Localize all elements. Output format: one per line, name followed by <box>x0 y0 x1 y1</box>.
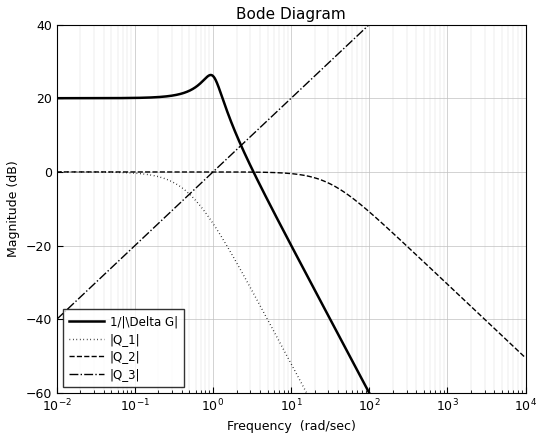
1/|\Delta G| <box>207 72 214 77</box>
Y-axis label: Magnitude (dB): Magnitude (dB) <box>7 161 20 257</box>
Line: |Q_3|: |Q_3| <box>57 0 526 319</box>
|Q_3| <box>139 236 145 242</box>
1/|\Delta G| <box>335 331 341 337</box>
|Q_2| <box>403 243 410 249</box>
|Q_2| <box>53 169 60 175</box>
Line: |Q_2|: |Q_2| <box>57 172 526 358</box>
1/|\Delta G| <box>139 95 145 100</box>
|Q_3| <box>233 148 239 153</box>
|Q_3| <box>53 317 60 322</box>
1/|\Delta G| <box>53 95 60 101</box>
|Q_2| <box>233 169 239 175</box>
|Q_1| <box>53 169 60 175</box>
1/|\Delta G| <box>358 376 365 381</box>
1/|\Delta G| <box>233 131 239 136</box>
Line: 1/|\Delta G|: 1/|\Delta G| <box>57 75 526 440</box>
|Q_1| <box>139 171 145 176</box>
|Q_2| <box>358 203 365 208</box>
|Q_3| <box>335 51 341 57</box>
|Q_2| <box>439 277 446 282</box>
|Q_1| <box>233 259 239 264</box>
|Q_2| <box>522 355 529 360</box>
X-axis label: Frequency  (rad/sec): Frequency (rad/sec) <box>227 420 356 433</box>
Line: |Q_1|: |Q_1| <box>57 172 526 440</box>
|Q_2| <box>335 185 341 191</box>
|Q_3| <box>358 29 365 34</box>
Title: Bode Diagram: Bode Diagram <box>236 7 346 22</box>
Legend: 1/|\Delta G|, |Q_1|, |Q_2|, |Q_3|: 1/|\Delta G|, |Q_1|, |Q_2|, |Q_3| <box>63 309 184 387</box>
|Q_2| <box>139 169 145 175</box>
